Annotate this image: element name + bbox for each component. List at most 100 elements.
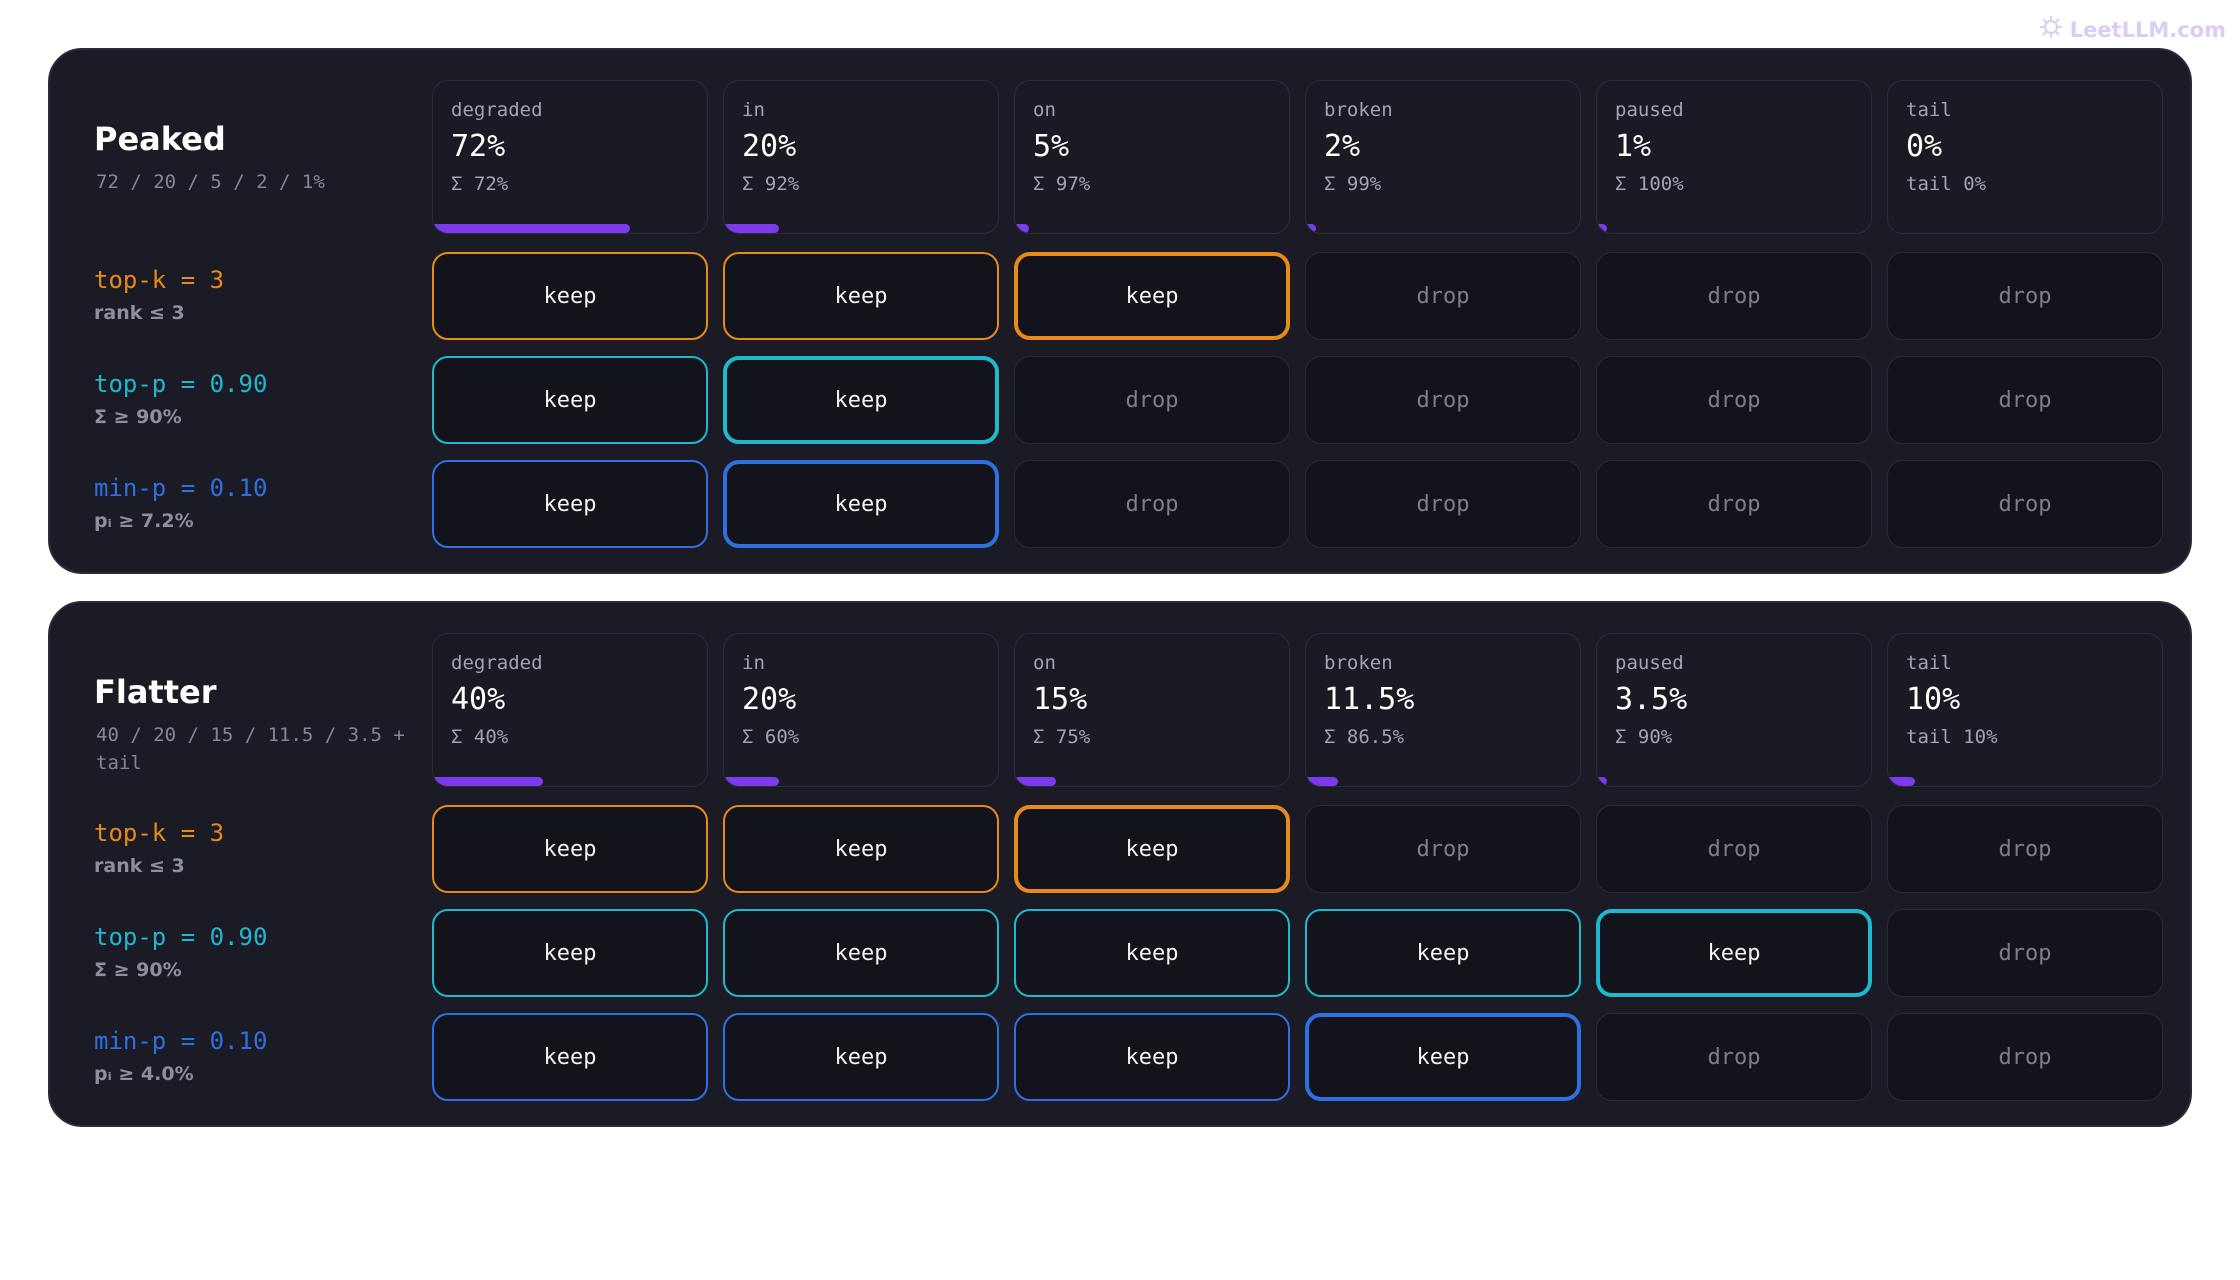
token-cumulative: Σ 97%: [1033, 173, 1091, 195]
token-probability: 10%: [1906, 682, 1961, 717]
decision-cell: drop: [1596, 805, 1872, 893]
decision-cell: keep: [723, 1013, 999, 1101]
decision-cell: keep: [723, 356, 999, 444]
token-word: on: [1033, 99, 1056, 121]
token-cumulative: Σ 90%: [1615, 726, 1673, 748]
rule-condition: rank ≤ 3: [94, 302, 185, 324]
rule-name: min-p = 0.10: [94, 1027, 268, 1055]
panel-title: Flatter: [94, 673, 217, 711]
token-probability: 2%: [1324, 129, 1361, 164]
probability-bar: [1597, 777, 1607, 786]
watermark-text: LeetLLM.com: [2069, 17, 2226, 42]
rule-name: top-p = 0.90: [94, 923, 268, 951]
logo-icon: [2038, 14, 2064, 45]
flatter-panel: Flatter 40 / 20 / 15 / 11.5 / 3.5 + tail…: [48, 601, 2192, 1127]
token-word: broken: [1324, 652, 1393, 674]
rule-label-top-p: top-p = 0.90 Σ ≥ 90%: [94, 923, 267, 981]
decision-cell: keep: [1014, 252, 1290, 340]
panel-summary: 72 / 20 / 5 / 2 / 1%: [96, 171, 325, 193]
token-word: degraded: [451, 99, 543, 121]
decision-cell: drop: [1014, 356, 1290, 444]
token-card: broken 2% Σ 99%: [1305, 80, 1581, 234]
decision-cell: drop: [1596, 1013, 1872, 1101]
token-cumulative: Σ 86.5%: [1324, 726, 1405, 748]
token-card: broken 11.5% Σ 86.5%: [1305, 633, 1581, 787]
decision-cell: keep: [432, 252, 708, 340]
rule-condition: rank ≤ 3: [94, 855, 185, 877]
decision-cell: keep: [1014, 909, 1290, 997]
decision-cell: keep: [1014, 1013, 1290, 1101]
rule-label-min-p: min-p = 0.10 pᵢ ≥ 4.0%: [94, 1027, 267, 1085]
token-word: paused: [1615, 99, 1684, 121]
decision-cell: drop: [1305, 356, 1581, 444]
decision-cell: keep: [432, 805, 708, 893]
token-probability: 11.5%: [1324, 682, 1415, 717]
peaked-panel: Peaked 72 / 20 / 5 / 2 / 1% top-k = 3 ra…: [48, 48, 2192, 574]
token-card: tail 0% tail 0%: [1887, 80, 2163, 234]
decision-cell: drop: [1596, 252, 1872, 340]
rule-label-min-p: min-p = 0.10 pᵢ ≥ 7.2%: [94, 474, 267, 532]
panel-title: Peaked: [94, 120, 226, 158]
decision-cell: keep: [723, 805, 999, 893]
token-cumulative: Σ 100%: [1615, 173, 1684, 195]
decision-cell: drop: [1887, 356, 2163, 444]
token-card: degraded 40% Σ 40%: [432, 633, 708, 787]
token-probability: 5%: [1033, 129, 1070, 164]
probability-bar: [724, 777, 779, 786]
decision-cell: keep: [1305, 909, 1581, 997]
token-probability: 20%: [742, 682, 797, 717]
token-cumulative: Σ 92%: [742, 173, 800, 195]
probability-bar: [1306, 224, 1316, 233]
token-card: on 15% Σ 75%: [1014, 633, 1290, 787]
decision-cell: keep: [432, 356, 708, 444]
rule-name: top-p = 0.90: [94, 370, 268, 398]
decision-cell: keep: [723, 252, 999, 340]
token-card: tail 10% tail 10%: [1887, 633, 2163, 787]
token-word: in: [742, 99, 765, 121]
token-probability: 40%: [451, 682, 506, 717]
probability-bar: [433, 777, 543, 786]
token-cumulative: Σ 60%: [742, 726, 800, 748]
watermark: LeetLLM.com: [2038, 14, 2226, 45]
decision-cell: keep: [432, 460, 708, 548]
token-cumulative: Σ 99%: [1324, 173, 1382, 195]
token-probability: 1%: [1615, 129, 1652, 164]
probability-bar: [433, 224, 631, 233]
probability-bar: [1015, 224, 1029, 233]
rule-label-top-k: top-k = 3 rank ≤ 3: [94, 819, 224, 877]
panel-summary: 40 / 20 / 15 / 11.5 / 3.5 + tail: [96, 724, 405, 774]
token-cumulative: tail 10%: [1906, 726, 1998, 748]
token-word: in: [742, 652, 765, 674]
token-probability: 20%: [742, 129, 797, 164]
rule-name: min-p = 0.10: [94, 474, 268, 502]
decision-cell: drop: [1887, 460, 2163, 548]
token-card: paused 1% Σ 100%: [1596, 80, 1872, 234]
rule-condition: pᵢ ≥ 4.0%: [94, 1063, 194, 1085]
rule-condition: Σ ≥ 90%: [94, 959, 182, 981]
token-word: tail: [1906, 99, 1952, 121]
decision-cell: keep: [432, 1013, 708, 1101]
probability-bar: [1015, 777, 1057, 786]
decision-cell: drop: [1305, 252, 1581, 340]
decision-cell: keep: [723, 460, 999, 548]
token-card: degraded 72% Σ 72%: [432, 80, 708, 234]
decision-cell: drop: [1014, 460, 1290, 548]
token-word: broken: [1324, 99, 1393, 121]
token-card: in 20% Σ 92%: [723, 80, 999, 234]
decision-cell: keep: [723, 909, 999, 997]
decision-cell: drop: [1887, 1013, 2163, 1101]
probability-bar: [1597, 224, 1607, 233]
token-cumulative: tail 0%: [1906, 173, 1987, 195]
decision-cell: drop: [1305, 460, 1581, 548]
token-word: paused: [1615, 652, 1684, 674]
token-probability: 72%: [451, 129, 506, 164]
decision-cell: drop: [1887, 252, 2163, 340]
token-word: degraded: [451, 652, 543, 674]
rule-name: top-k = 3: [94, 266, 225, 294]
decision-cell: drop: [1596, 460, 1872, 548]
decision-cell: drop: [1305, 805, 1581, 893]
token-word: on: [1033, 652, 1056, 674]
rule-label-top-p: top-p = 0.90 Σ ≥ 90%: [94, 370, 267, 428]
token-card: on 5% Σ 97%: [1014, 80, 1290, 234]
decision-cell: keep: [1014, 805, 1290, 893]
